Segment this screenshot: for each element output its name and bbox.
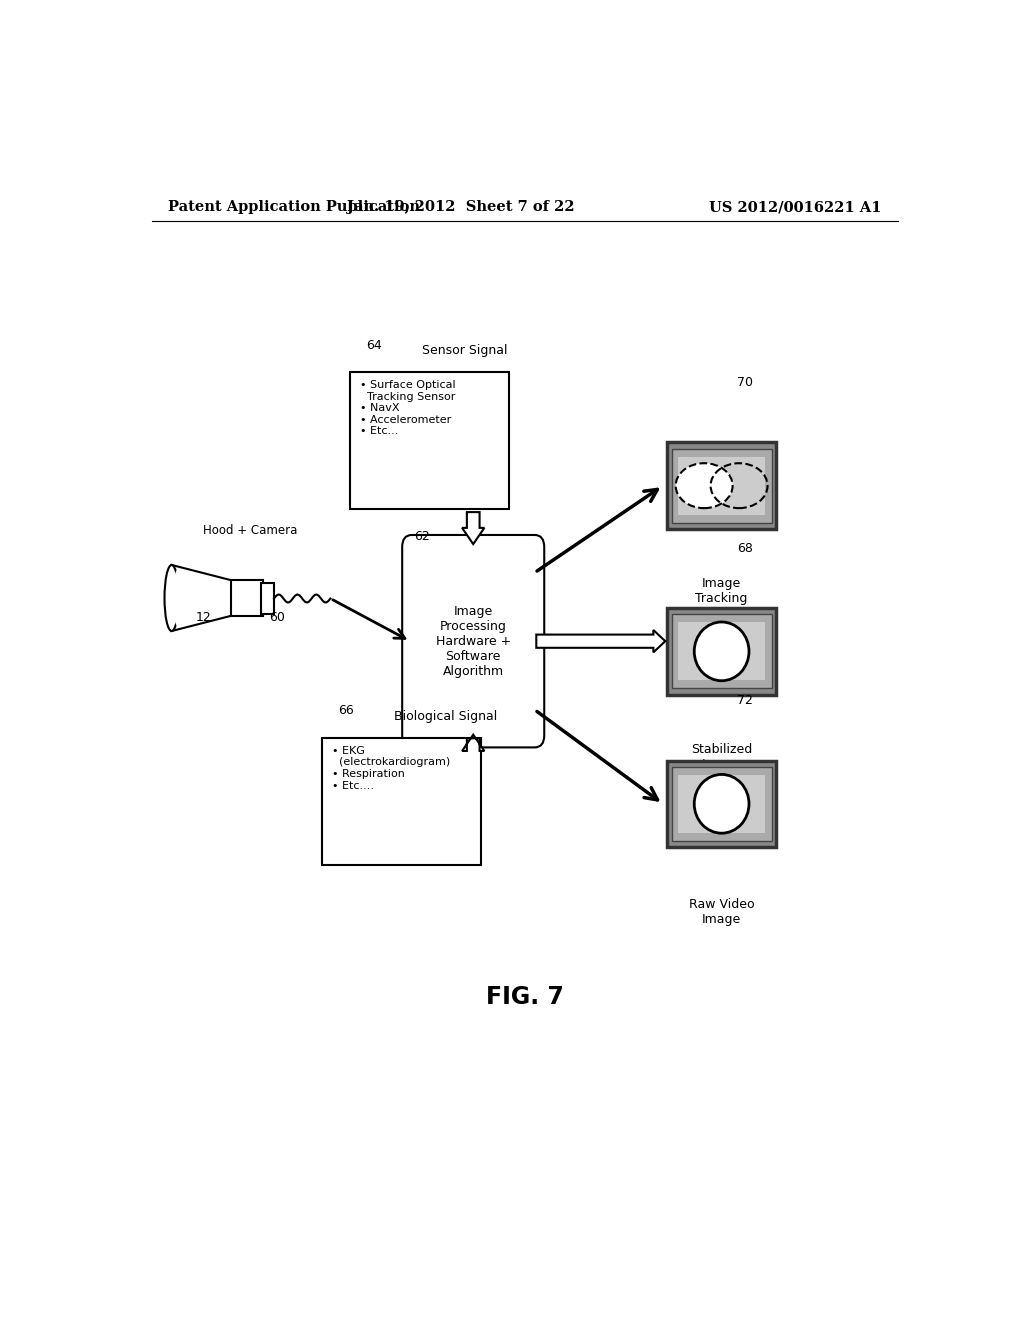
- Text: Sensor Signal: Sensor Signal: [422, 343, 507, 356]
- Text: • Surface Optical
  Tracking Sensor
• NavX
• Accelerometer
• Etc...: • Surface Optical Tracking Sensor • NavX…: [359, 380, 456, 437]
- Text: Patent Application Publication: Patent Application Publication: [168, 201, 420, 214]
- Bar: [323, 738, 481, 865]
- Text: Biological Signal: Biological Signal: [394, 710, 497, 722]
- Text: 64: 64: [367, 338, 382, 351]
- Text: 12: 12: [196, 611, 211, 623]
- Ellipse shape: [694, 622, 749, 681]
- Text: FIG. 7: FIG. 7: [485, 985, 564, 1008]
- Ellipse shape: [173, 570, 181, 626]
- Text: Hood + Camera: Hood + Camera: [204, 524, 298, 536]
- Bar: [678, 775, 765, 833]
- Bar: [261, 583, 274, 614]
- Text: Raw Video
Image: Raw Video Image: [689, 899, 755, 927]
- Bar: [678, 623, 765, 680]
- Text: 68: 68: [737, 541, 754, 554]
- Polygon shape: [462, 512, 484, 544]
- Bar: [667, 609, 776, 694]
- Bar: [672, 449, 772, 523]
- Bar: [672, 767, 772, 841]
- Bar: [231, 581, 263, 615]
- Bar: [350, 372, 509, 510]
- Bar: [678, 457, 765, 515]
- Text: Image
Tracking: Image Tracking: [695, 577, 748, 605]
- Ellipse shape: [694, 775, 749, 833]
- Text: Jan. 19, 2012  Sheet 7 of 22: Jan. 19, 2012 Sheet 7 of 22: [347, 201, 575, 214]
- Ellipse shape: [165, 565, 179, 631]
- Text: Stabilized
Image: Stabilized Image: [691, 743, 753, 771]
- Text: 72: 72: [737, 694, 754, 708]
- FancyBboxPatch shape: [402, 535, 544, 747]
- Polygon shape: [462, 735, 484, 751]
- Text: • EKG
  (electrokardiogram)
• Respiration
• Etc....: • EKG (electrokardiogram) • Respiration …: [332, 746, 451, 791]
- Text: 66: 66: [338, 705, 354, 718]
- Text: 60: 60: [269, 611, 285, 623]
- Ellipse shape: [676, 463, 732, 508]
- Text: 62: 62: [414, 529, 429, 543]
- Polygon shape: [537, 630, 666, 652]
- Text: US 2012/0016221 A1: US 2012/0016221 A1: [710, 201, 882, 214]
- Bar: [667, 442, 776, 529]
- Text: Image
Processing
Hardware +
Software
Algorithm: Image Processing Hardware + Software Alg…: [435, 605, 511, 677]
- Text: 70: 70: [737, 376, 754, 389]
- Bar: [667, 760, 776, 847]
- Polygon shape: [172, 565, 231, 631]
- Bar: [672, 614, 772, 689]
